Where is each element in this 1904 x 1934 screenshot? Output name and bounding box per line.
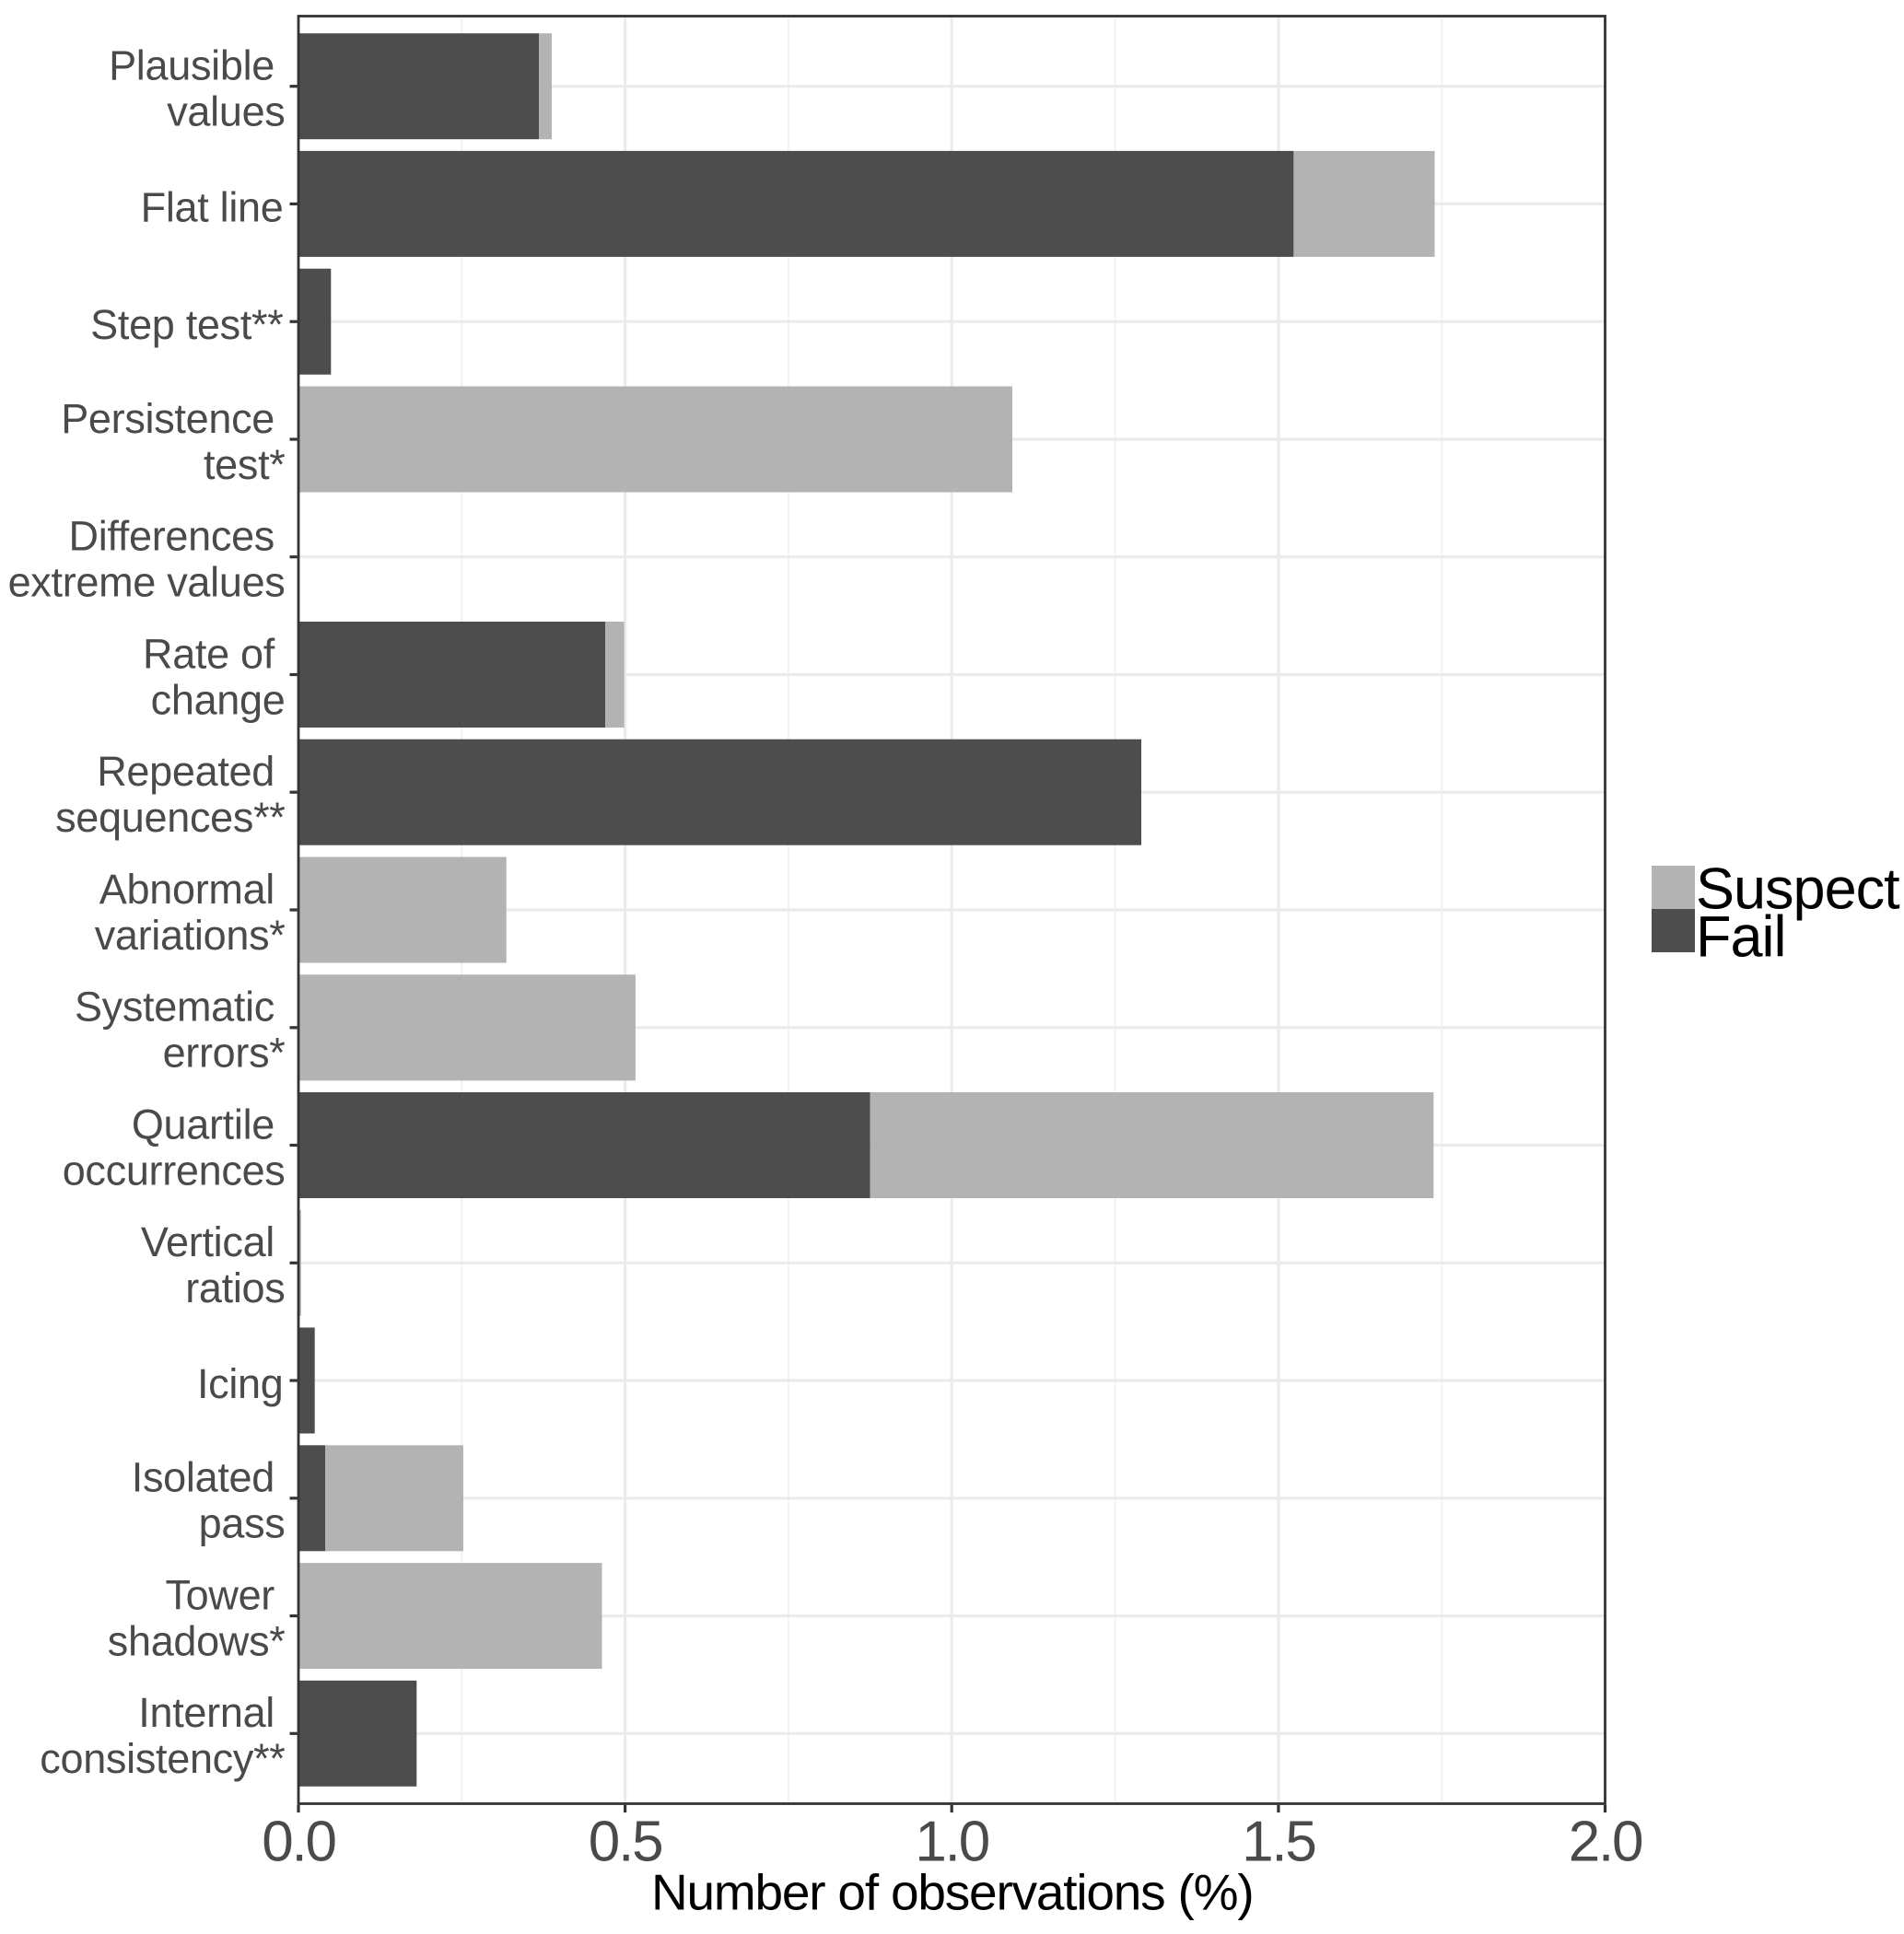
svg-text:2.0: 2.0	[1569, 1810, 1642, 1873]
svg-text:sequences**: sequences**	[55, 794, 285, 841]
svg-text:0.0: 0.0	[262, 1810, 335, 1873]
svg-text:Tower: Tower	[165, 1572, 275, 1619]
svg-text:Isolated: Isolated	[132, 1454, 275, 1501]
svg-text:Rate of: Rate of	[143, 630, 275, 677]
svg-text:Fail: Fail	[1696, 905, 1786, 970]
svg-text:Systematic: Systematic	[75, 984, 275, 1031]
svg-text:Repeated: Repeated	[97, 748, 275, 795]
svg-text:variations*: variations*	[95, 912, 286, 959]
svg-text:ratios: ratios	[185, 1264, 285, 1311]
svg-text:shadows*: shadows*	[108, 1617, 286, 1664]
svg-text:change: change	[151, 676, 286, 723]
svg-text:1.0: 1.0	[915, 1810, 988, 1873]
svg-text:Plausible: Plausible	[109, 42, 275, 89]
svg-text:values: values	[167, 88, 285, 135]
svg-text:Persistence: Persistence	[61, 395, 275, 442]
svg-text:Step test**: Step test**	[90, 301, 283, 348]
svg-text:Number of observations (%): Number of observations (%)	[651, 1864, 1254, 1921]
svg-text:pass: pass	[199, 1500, 286, 1547]
svg-text:consistency**: consistency**	[40, 1735, 285, 1782]
svg-text:Icing: Icing	[197, 1360, 284, 1407]
svg-text:extreme values: extreme values	[8, 559, 286, 606]
svg-text:1.5: 1.5	[1242, 1810, 1315, 1873]
svg-text:Suspect: Suspect	[1696, 857, 1900, 922]
svg-text:test*: test*	[204, 441, 286, 488]
svg-text:Abnormal: Abnormal	[99, 866, 275, 913]
svg-text:0.5: 0.5	[589, 1810, 662, 1873]
svg-text:Vertical: Vertical	[141, 1218, 275, 1265]
svg-text:occurrences: occurrences	[63, 1147, 286, 1194]
svg-text:Flat line: Flat line	[141, 183, 284, 230]
svg-text:Differences: Differences	[69, 513, 275, 560]
svg-text:errors*: errors*	[163, 1030, 286, 1077]
svg-text:Internal: Internal	[138, 1689, 275, 1736]
svg-text:Quartile: Quartile	[132, 1101, 275, 1148]
